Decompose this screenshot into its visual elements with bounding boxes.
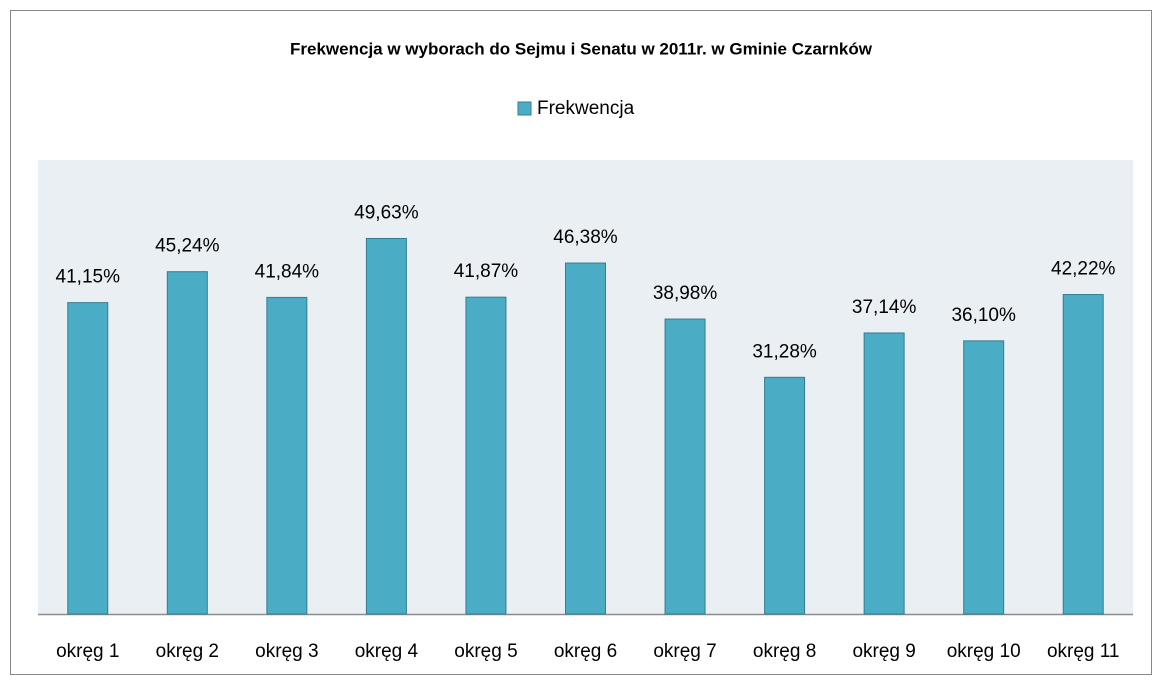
x-tick-label: okręg 11: [1047, 641, 1120, 662]
bar: [565, 262, 606, 615]
data-label: 42,22%: [1051, 259, 1116, 280]
bar: [465, 296, 507, 615]
data-label: 46,38%: [553, 227, 618, 248]
bar: [764, 376, 806, 615]
x-tick-label: okręg 8: [753, 641, 816, 662]
data-label: 45,24%: [155, 236, 220, 257]
x-tick-label: okręg 4: [355, 641, 419, 662]
data-label: 38,98%: [653, 283, 718, 304]
legend-label: Frekwencja: [537, 98, 635, 119]
bar: [963, 340, 1005, 615]
bar: [266, 296, 308, 615]
data-label: 41,15%: [56, 267, 121, 288]
bar: [166, 271, 208, 615]
data-label: 31,28%: [752, 341, 817, 362]
x-tick-label: okręg 6: [554, 641, 617, 662]
legend-swatch: [517, 101, 532, 116]
data-label: 41,87%: [454, 261, 519, 282]
x-tick-label: okręg 1: [56, 641, 119, 662]
bar: [664, 318, 706, 615]
x-tick-label: okręg 10: [947, 641, 1021, 662]
bar: [67, 302, 109, 615]
data-label: 37,14%: [852, 297, 917, 318]
bar: [863, 332, 905, 615]
bar: [365, 237, 407, 615]
data-label: 36,10%: [951, 305, 1016, 326]
x-tick-label: okręg 3: [255, 641, 318, 662]
x-tick-label: okręg 9: [852, 641, 915, 662]
x-tick-label: okręg 7: [653, 641, 716, 662]
x-tick-label: okręg 5: [454, 641, 517, 662]
x-tick-label: okręg 2: [156, 641, 219, 662]
data-label: 41,84%: [255, 261, 320, 282]
chart-title: Frekwencja w wyborach do Sejmu i Senatu …: [290, 39, 873, 58]
data-label: 49,63%: [354, 202, 419, 223]
bar: [1062, 294, 1104, 615]
